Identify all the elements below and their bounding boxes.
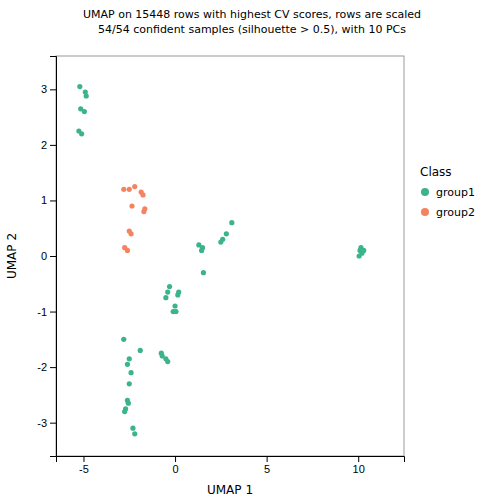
x-axis-title: UMAP 1 xyxy=(207,483,253,497)
point xyxy=(121,337,126,342)
tick-label: 5 xyxy=(264,463,270,475)
chart: -5 0 5 10 -3 -2 -1 0 1 2 3 UMAP 1 UMAP 2 UMAP on 1544… xyxy=(0,0,504,504)
plot-area: -5 0 5 10 -3 -2 -1 0 1 2 3 xyxy=(37,56,404,475)
point xyxy=(361,248,366,253)
point xyxy=(128,370,133,375)
point xyxy=(126,401,131,406)
point xyxy=(172,303,177,308)
tick-mark xyxy=(50,145,56,146)
y-axis: -3 -2 -1 0 1 2 3 xyxy=(37,57,56,457)
legend-swatch xyxy=(421,188,429,196)
x-axis: -5 0 5 10 xyxy=(57,456,405,475)
tick-label: -5 xyxy=(79,463,89,475)
point xyxy=(125,248,130,253)
tick: 2 xyxy=(41,139,56,151)
point xyxy=(201,270,206,275)
tick-label: -3 xyxy=(37,417,47,429)
legend: Class group1 group2 xyxy=(420,165,475,219)
point xyxy=(138,348,143,353)
legend-item: group2 xyxy=(421,206,475,219)
legend-item: group1 xyxy=(421,186,475,199)
title-line: UMAP on 15448 rows with highest CV score… xyxy=(83,8,421,21)
point xyxy=(121,187,126,192)
tick: 3 xyxy=(41,83,56,95)
tick-mark xyxy=(50,200,56,201)
tick-label: -2 xyxy=(37,361,47,373)
point xyxy=(132,184,137,189)
point xyxy=(132,431,137,436)
tick-label: 1 xyxy=(41,194,47,206)
tick-mark xyxy=(83,456,84,462)
point xyxy=(77,84,82,89)
point xyxy=(82,109,87,114)
tick: 0 xyxy=(41,250,56,262)
point xyxy=(128,231,133,236)
point xyxy=(125,362,130,367)
tick-label: 0 xyxy=(172,463,178,475)
tick-mark xyxy=(50,423,56,424)
point xyxy=(220,237,225,242)
tick-label: 2 xyxy=(41,139,47,151)
point xyxy=(163,295,168,300)
tick-mark xyxy=(267,456,268,462)
legend-title: Class xyxy=(420,165,452,179)
points xyxy=(76,84,366,436)
point xyxy=(127,356,132,361)
plot-frame xyxy=(56,56,404,456)
point xyxy=(84,93,89,98)
title-line: 54/54 confident samples (silhouette > 0.… xyxy=(98,23,406,36)
legend-label: group2 xyxy=(436,206,475,219)
point xyxy=(165,290,170,295)
point xyxy=(173,309,178,314)
series xyxy=(76,84,366,436)
tick-label: 10 xyxy=(353,463,365,475)
point xyxy=(165,359,170,364)
point xyxy=(357,253,362,258)
point xyxy=(127,381,132,386)
tick: 1 xyxy=(41,194,56,206)
y-axis-title: UMAP 2 xyxy=(5,233,19,279)
point xyxy=(167,284,172,289)
point xyxy=(229,220,234,225)
tick: 10 xyxy=(353,456,365,475)
point xyxy=(79,131,84,136)
point xyxy=(127,187,132,192)
title: UMAP on 15448 rows with highest CV score… xyxy=(83,8,421,36)
series xyxy=(121,184,147,253)
point xyxy=(140,192,145,197)
tick: -3 xyxy=(37,417,56,429)
tick: -2 xyxy=(37,361,56,373)
point xyxy=(129,203,134,208)
tick-mark xyxy=(50,367,56,368)
point xyxy=(224,231,229,236)
axis-line xyxy=(57,457,405,463)
tick-mark xyxy=(358,456,359,462)
tick-mark xyxy=(175,456,176,462)
legend-swatch xyxy=(421,208,429,216)
point xyxy=(175,292,180,297)
tick: -5 xyxy=(79,456,89,475)
axis-line xyxy=(50,57,57,457)
tick: 0 xyxy=(172,456,178,475)
point xyxy=(122,409,127,414)
point xyxy=(130,426,135,431)
tick-label: -1 xyxy=(37,306,47,318)
tick-label: 0 xyxy=(41,250,47,262)
tick-mark xyxy=(50,256,56,257)
tick-label: 3 xyxy=(41,83,47,95)
point xyxy=(199,248,204,253)
point xyxy=(141,209,146,214)
tick: 5 xyxy=(264,456,270,475)
legend-label: group1 xyxy=(436,186,475,199)
tick-mark xyxy=(50,89,56,90)
tick-mark xyxy=(50,312,56,313)
tick: -1 xyxy=(37,306,56,318)
